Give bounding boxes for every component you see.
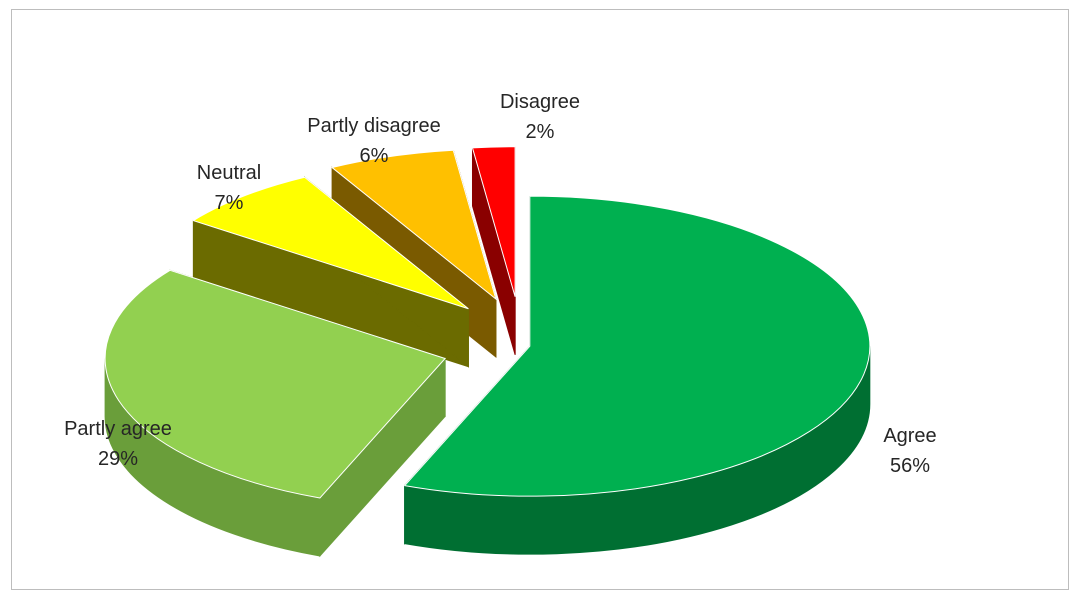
label-partly-agree-pct: 29% [98,448,138,470]
label-partly-disagree-name: Partly disagree [307,115,440,137]
label-partly-agree-name: Partly agree [64,418,172,440]
slice-disagree [471,146,516,355]
slice-agree [403,195,871,555]
label-partly-disagree-pct: 6% [360,145,389,167]
slice-partly-agree [104,269,446,558]
pie-labels: Agree 56% Partly agree 29% Neutral 7% Pa… [64,91,937,477]
label-agree-pct: 56% [890,455,930,477]
label-neutral-name: Neutral [197,162,261,184]
pie-slices [104,146,871,558]
label-disagree-name: Disagree [500,91,580,113]
label-agree-name: Agree [883,425,936,447]
slice-agree-top [403,195,871,497]
label-neutral-pct: 7% [215,192,244,214]
slice-disagree-top [471,146,516,297]
label-disagree-pct: 2% [526,121,555,143]
slice-neutral-top [192,176,469,310]
slice-partly-agree-top [104,269,446,499]
slice-partly-disagree-top [330,149,497,301]
